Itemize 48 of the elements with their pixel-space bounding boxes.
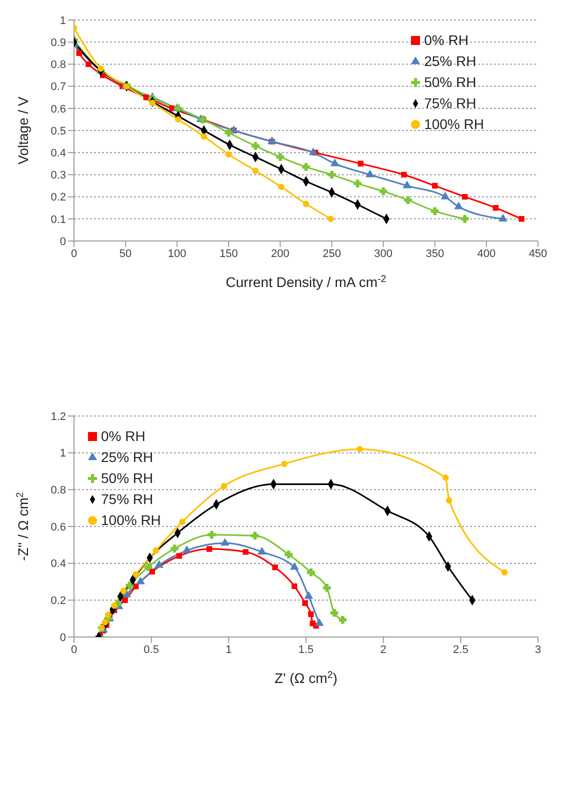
legend-label: 0% RH [101,428,146,444]
legend-label: 50% RH [424,74,476,90]
y-tick-label: 0.5 [50,125,66,138]
legend-label: 50% RH [101,470,154,486]
legend-label: 25% RH [101,449,154,465]
legend-label: 25% RH [424,53,476,69]
y-tick-label: 0.6 [50,103,66,116]
x-tick-label: 450 [528,248,548,260]
x-tick-label: 100 [168,248,186,260]
x-tick-label: 1.5 [298,644,314,656]
legend-label: 75% RH [424,95,476,111]
x-tick-label: 0 [70,644,78,656]
y-tick-label: 0.1 [50,214,66,226]
x-tick-label: 400 [477,248,496,260]
y-tick-label: 0.8 [50,59,66,72]
y-tick-label: 0.3 [50,170,66,182]
x-tick-label: 350 [426,248,444,260]
x-tick-label: 50 [119,248,132,260]
y-tick-label: 0.4 [50,148,66,160]
x-tick-label: 3 [534,644,542,656]
y-tick-label: 0 [60,632,66,644]
y-tick-label: 1.2 [50,410,66,423]
y-tick-label: 0 [60,236,66,248]
y-tick-label: 0.7 [50,81,66,94]
y-tick-label: 0.8 [50,484,66,497]
y-tick-label: 0.6 [50,521,66,534]
y-tick-label: 0.2 [50,192,66,204]
y-tick-label: 0.2 [50,595,66,608]
x-tick-label: 150 [219,248,238,260]
x-axis-title: Current Density / mA cm$^{-2}$ [226,274,386,290]
x-tick-label: 300 [374,248,393,260]
legend-label: 75% RH [101,491,154,507]
y-tick-label: 0.9 [50,37,66,50]
x-tick-label: 0 [70,248,78,260]
legend-label: 100% RH [101,512,161,528]
y-tick-label: 1 [60,448,66,460]
x-tick-label: 250 [322,248,341,260]
y-tick-label: 1 [60,14,66,27]
x-tick-label: 1 [226,644,232,656]
y-axis-title: Voltage / V [15,96,31,164]
x-axis-title: Z' (Ω cm$^{2}$) [274,670,338,686]
y-tick-label: 0.4 [50,558,66,570]
x-tick-label: 2.5 [453,644,468,656]
x-tick-label: 200 [271,248,290,260]
x-tick-label: 0.5 [144,644,159,656]
legend-label: 100% RH [424,116,484,132]
x-tick-label: 2 [380,644,386,656]
legend-label: 0% RH [424,32,468,48]
